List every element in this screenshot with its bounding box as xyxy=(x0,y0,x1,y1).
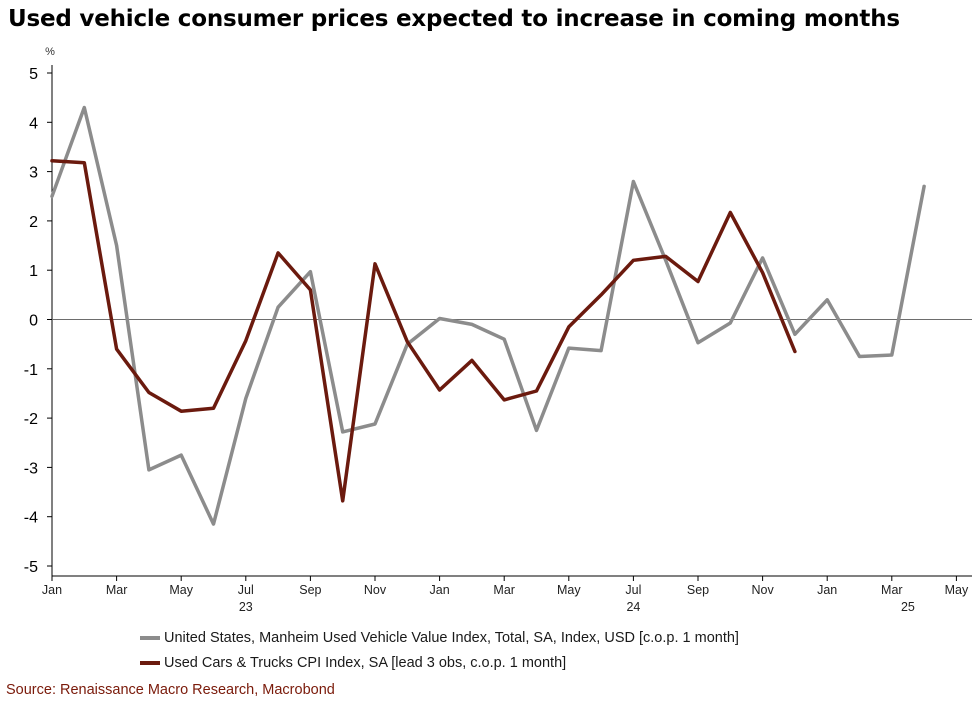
x-tick-label: May xyxy=(169,583,193,597)
y-tick-label: -5 xyxy=(24,559,38,576)
y-unit-label: % xyxy=(45,46,55,58)
x-tick-label: May xyxy=(945,583,969,597)
y-tick-label: 2 xyxy=(29,214,38,231)
y-tick-label: 4 xyxy=(29,115,38,132)
x-year-label: 23 xyxy=(239,600,253,614)
series-line-cpi xyxy=(50,159,797,503)
y-tick-label: -4 xyxy=(24,510,38,527)
legend-item: United States, Manheim Used Vehicle Valu… xyxy=(140,625,739,650)
x-tick-label: Mar xyxy=(881,583,903,597)
series-line-manheim xyxy=(50,105,926,526)
legend-swatch-cpi xyxy=(140,660,160,665)
x-tick-label: Jan xyxy=(42,583,62,597)
y-tick-label: -1 xyxy=(24,362,38,379)
y-tick-label: 3 xyxy=(29,165,38,182)
y-tick-label: -2 xyxy=(24,411,38,428)
y-tick-label: -3 xyxy=(24,460,38,477)
x-tick-label: Nov xyxy=(364,583,387,597)
legend-item: Used Cars & Trucks CPI Index, SA [lead 3… xyxy=(140,650,739,675)
legend-label-cpi: Used Cars & Trucks CPI Index, SA [lead 3… xyxy=(164,654,567,671)
x-tick-label: May xyxy=(557,583,581,597)
series-layer xyxy=(50,105,926,526)
x-tick-label: Jul xyxy=(238,583,254,597)
x-tick-label: Mar xyxy=(106,583,128,597)
y-tick-label: 0 xyxy=(29,313,38,330)
axes: % 5 4 3 2 1 0 -1 -2 -3 -4 -5 Jan Mar May Jul Sep Nov Jan Ma… xyxy=(24,46,972,614)
x-year-label: 24 xyxy=(626,600,640,614)
legend-swatch-manheim xyxy=(140,635,160,640)
x-tick-label: Sep xyxy=(687,583,709,597)
x-year-label: 25 xyxy=(901,600,915,614)
legend: United States, Manheim Used Vehicle Valu… xyxy=(140,625,739,675)
x-tick-label: Jul xyxy=(625,583,641,597)
x-tick-label: Sep xyxy=(299,583,321,597)
source-note: Source: Renaissance Macro Research, Macr… xyxy=(6,682,335,698)
chart-title: Used vehicle consumer prices expected to… xyxy=(8,6,900,32)
x-tick-label: Jan xyxy=(817,583,837,597)
x-tick-label: Mar xyxy=(493,583,515,597)
legend-label-manheim: United States, Manheim Used Vehicle Valu… xyxy=(164,629,739,646)
x-tick-label: Nov xyxy=(751,583,774,597)
x-tick-label: Jan xyxy=(430,583,450,597)
y-tick-label: 1 xyxy=(29,263,38,280)
y-tick-label: 5 xyxy=(29,66,38,83)
